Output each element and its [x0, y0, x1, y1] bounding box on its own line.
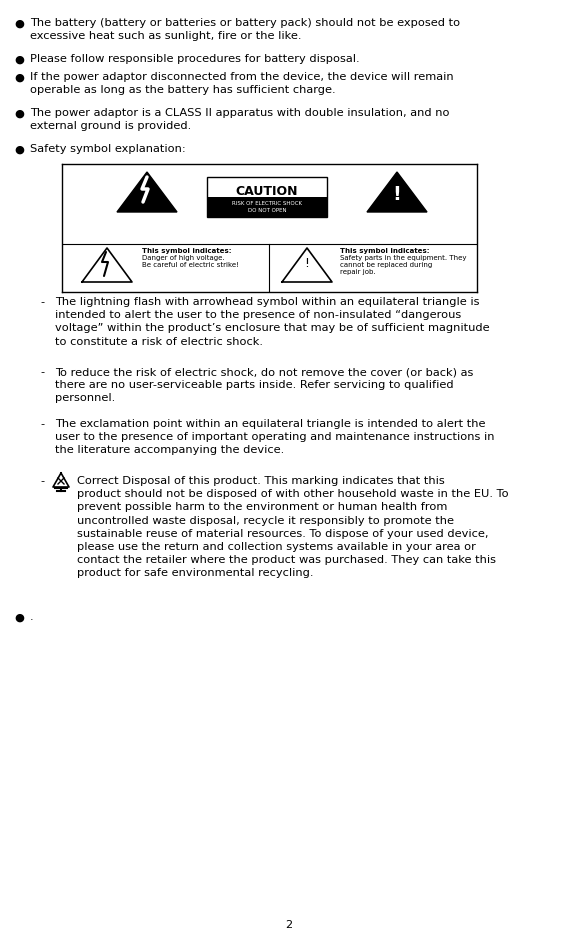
Text: !: !: [392, 185, 402, 204]
Text: !: !: [305, 257, 309, 270]
Text: To reduce the risk of electric shock, do not remove the cover (or back) as
there: To reduce the risk of electric shock, do…: [55, 367, 473, 404]
Text: DO NOT OPEN: DO NOT OPEN: [248, 208, 286, 213]
Text: .: .: [30, 612, 33, 622]
Text: This symbol indicates:: This symbol indicates:: [142, 248, 231, 254]
Text: -: -: [40, 476, 44, 486]
Text: The power adaptor is a CLASS II apparatus with double insulation, and no
externa: The power adaptor is a CLASS II apparatu…: [30, 108, 449, 131]
Text: Please follow responsible procedures for battery disposal.: Please follow responsible procedures for…: [30, 54, 359, 64]
Text: Be careful of electric strike!: Be careful of electric strike!: [142, 262, 239, 268]
Text: -: -: [40, 367, 44, 377]
Polygon shape: [367, 172, 427, 212]
Text: RISK OF ELECTRIC SHOCK: RISK OF ELECTRIC SHOCK: [232, 201, 302, 206]
Text: CAUTION: CAUTION: [236, 185, 298, 198]
Bar: [207, 197, 327, 217]
Text: -: -: [40, 419, 44, 429]
Polygon shape: [82, 248, 132, 282]
Text: cannot be replaced during: cannot be replaced during: [340, 262, 432, 268]
Text: ●: ●: [14, 613, 24, 623]
Text: Danger of high voltage.: Danger of high voltage.: [142, 255, 224, 261]
Text: Correct Disposal of this product. This marking indicates that this
product shoul: Correct Disposal of this product. This m…: [77, 476, 508, 579]
Text: ●: ●: [14, 73, 24, 83]
Text: The battery (battery or batteries or battery pack) should not be exposed to
exce: The battery (battery or batteries or bat…: [30, 18, 460, 41]
Text: ●: ●: [14, 109, 24, 119]
Text: The exclamation point within an equilateral triangle is intended to alert the
us: The exclamation point within an equilate…: [55, 419, 494, 455]
Text: repair job.: repair job.: [340, 269, 376, 275]
Text: ●: ●: [14, 55, 24, 65]
Polygon shape: [282, 248, 332, 282]
Text: ●: ●: [14, 19, 24, 29]
Bar: [207, 177, 327, 217]
Text: The lightning flash with arrowhead symbol within an equilateral triangle is
inte: The lightning flash with arrowhead symbo…: [55, 297, 490, 346]
Text: -: -: [40, 297, 44, 307]
Polygon shape: [117, 172, 177, 212]
Text: If the power adaptor disconnected from the device, the device will remain
operab: If the power adaptor disconnected from t…: [30, 72, 454, 95]
Text: Safety parts in the equipment. They: Safety parts in the equipment. They: [340, 255, 466, 261]
Text: This symbol indicates:: This symbol indicates:: [340, 248, 429, 254]
Text: 2: 2: [285, 920, 292, 930]
Text: ●: ●: [14, 145, 24, 155]
Text: Safety symbol explanation:: Safety symbol explanation:: [30, 144, 186, 154]
